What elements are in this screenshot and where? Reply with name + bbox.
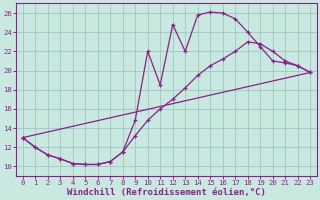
- X-axis label: Windchill (Refroidissement éolien,°C): Windchill (Refroidissement éolien,°C): [67, 188, 266, 197]
